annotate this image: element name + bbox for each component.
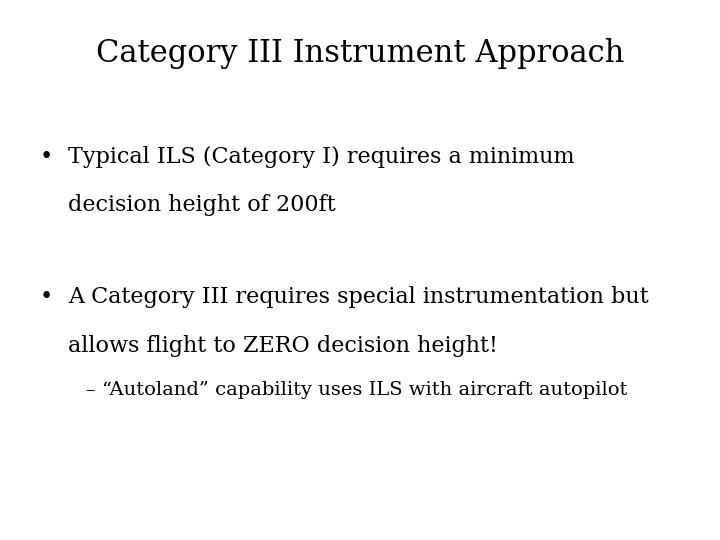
Text: decision height of 200ft: decision height of 200ft xyxy=(68,194,336,217)
Text: •: • xyxy=(40,286,53,308)
Text: A Category III requires special instrumentation but: A Category III requires special instrume… xyxy=(68,286,649,308)
Text: Typical ILS (Category I) requires a minimum: Typical ILS (Category I) requires a mini… xyxy=(68,146,575,168)
Text: Category III Instrument Approach: Category III Instrument Approach xyxy=(96,38,624,69)
Text: •: • xyxy=(40,146,53,168)
Text: allows flight to ZERO decision height!: allows flight to ZERO decision height! xyxy=(68,335,498,357)
Text: – “Autoland” capability uses ILS with aircraft autopilot: – “Autoland” capability uses ILS with ai… xyxy=(86,381,628,399)
